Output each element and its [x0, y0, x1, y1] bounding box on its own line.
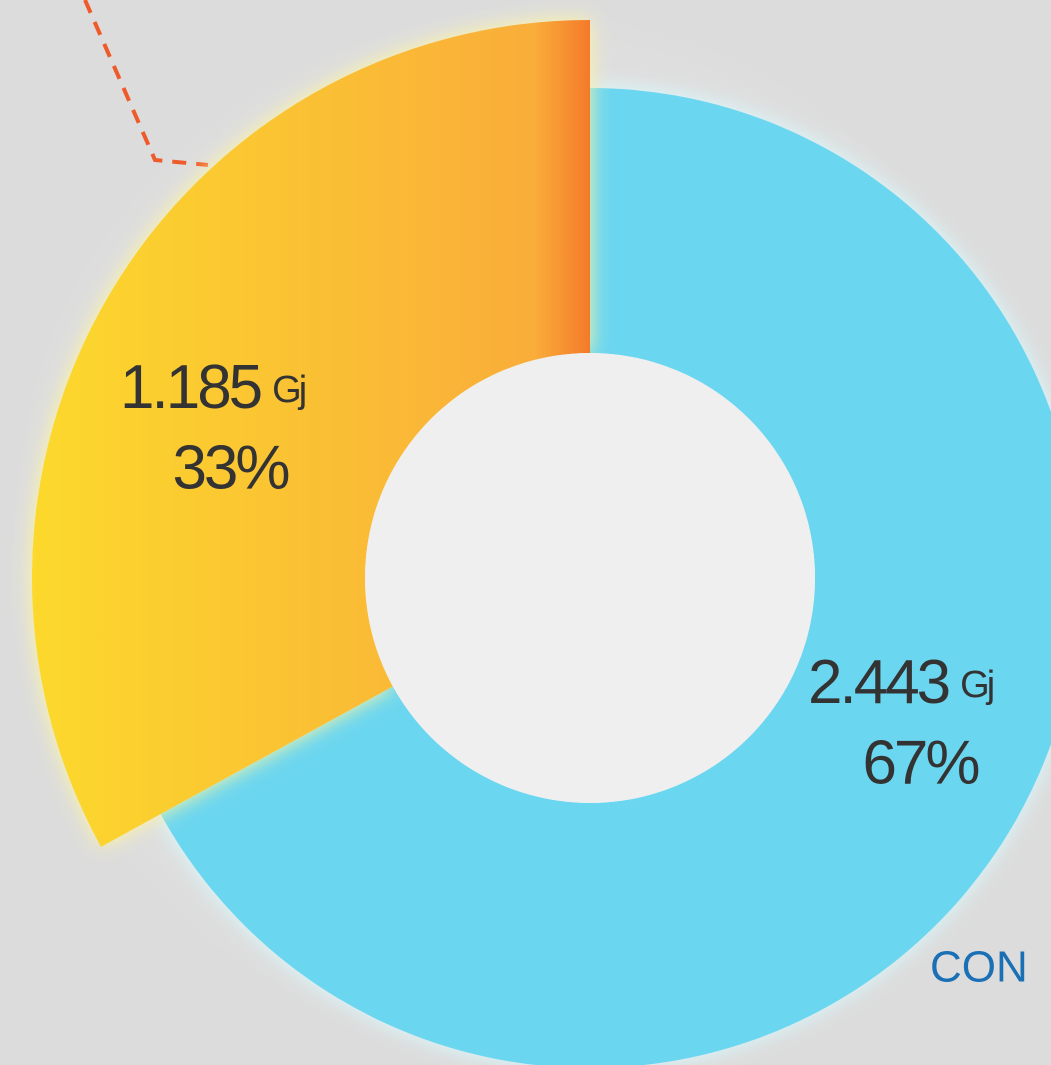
value-label: 67%	[862, 728, 978, 797]
amount: 2.443	[808, 648, 949, 717]
amount-label: 1.185 Gj	[120, 353, 305, 422]
unit: Gj	[960, 664, 993, 706]
annotation: CON	[930, 943, 1028, 992]
donut-segment	[160, 88, 1051, 1065]
leader-line	[83, 0, 209, 167]
donut-hole	[365, 353, 815, 803]
unit: Gj	[272, 369, 305, 411]
amount-label: 2.443 Gj	[808, 648, 993, 717]
donut-segment	[32, 20, 591, 847]
amount: 1.185	[120, 353, 261, 422]
value-label: 33%	[172, 433, 288, 502]
